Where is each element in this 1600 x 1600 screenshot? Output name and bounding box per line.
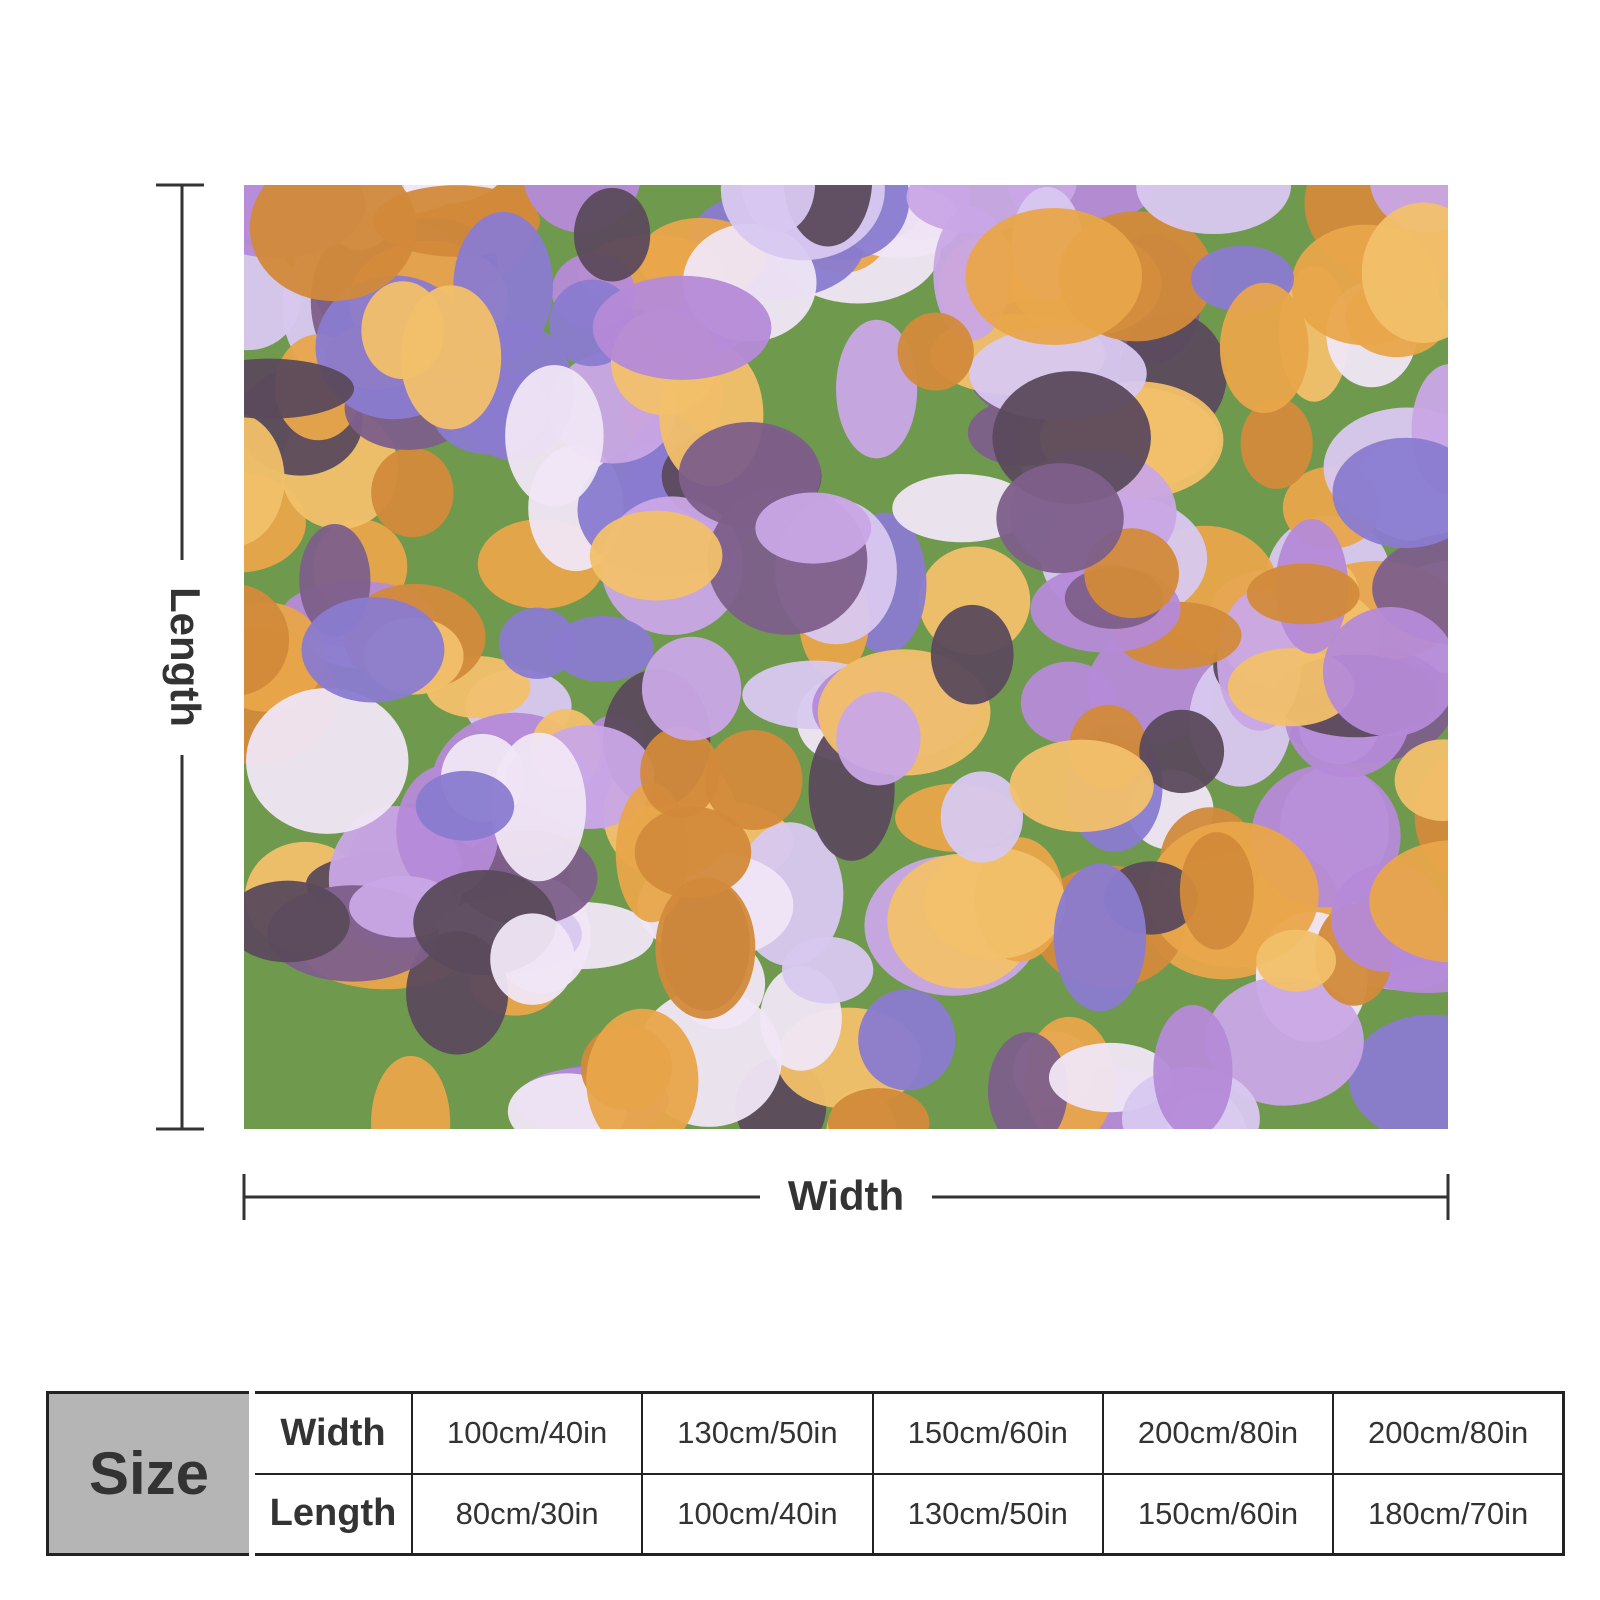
pattern-blob [1136, 185, 1292, 235]
table-cell: 80cm/30in [410, 1472, 644, 1556]
pattern-blob [1009, 739, 1154, 832]
table-cell: 200cm/80in [1101, 1391, 1335, 1475]
pattern-blob [1153, 1004, 1233, 1129]
table-row: Size Width 100cm/40in 130cm/50in 150cm/60in 2… [46, 1391, 1565, 1556]
pattern-blob [1246, 563, 1360, 625]
length-label: Length [162, 587, 209, 727]
pattern-blob [1058, 185, 1156, 219]
pattern-blob [1053, 863, 1147, 1012]
pattern-blob [641, 636, 742, 741]
pattern-blob [371, 447, 454, 538]
pattern-blob [858, 989, 956, 1091]
pattern-blob [244, 413, 285, 546]
pattern-blob [586, 1008, 699, 1129]
table-cell: 100cm/40in [641, 1472, 874, 1556]
pattern-blob [892, 474, 1032, 543]
pattern-blob [244, 584, 290, 695]
pattern-blob [1219, 282, 1309, 413]
pattern-blob [1332, 437, 1448, 549]
row-label: Length [251, 1472, 413, 1556]
pattern-blob [897, 312, 974, 391]
table-cell: 130cm/50in [641, 1391, 874, 1475]
pattern-blob [244, 358, 355, 419]
size-table-body: Size Width 100cm/40in 130cm/50in 150cm/60in 2… [46, 1391, 1565, 1556]
pattern-blob [930, 604, 1014, 705]
pattern-blob [551, 615, 655, 682]
table-cell: 150cm/60in [1101, 1472, 1335, 1556]
pattern-blob [1179, 832, 1254, 950]
row-label: Width [251, 1391, 413, 1475]
pattern-blob [836, 319, 918, 459]
pattern-blob [573, 187, 651, 282]
pattern-blob [1322, 607, 1448, 737]
pattern-blob [1205, 976, 1364, 1106]
pattern-blob [987, 1032, 1068, 1129]
table-cell: 100cm/40in [410, 1391, 644, 1475]
blanket-pattern [244, 185, 1448, 1129]
size-table: Size Width 100cm/40in 130cm/50in 150cm/60in 2… [46, 1391, 1565, 1556]
table-cell: 200cm/80in [1332, 1391, 1565, 1475]
pattern-blob [592, 275, 772, 380]
pattern-blob [371, 1055, 451, 1129]
table-title: Size [46, 1391, 255, 1556]
pattern-blob [923, 847, 1066, 960]
pattern-blob [491, 732, 587, 882]
length-dimension [156, 183, 204, 1131]
pattern-blob [640, 726, 720, 819]
pattern-blob [755, 492, 872, 564]
table-cell: 130cm/50in [871, 1472, 1104, 1556]
pattern-blob [505, 365, 604, 507]
pattern-blob [415, 770, 515, 841]
table-cell: 150cm/60in [871, 1391, 1104, 1475]
pattern-blob [655, 877, 756, 1019]
pattern-blob [828, 1088, 930, 1129]
pattern-blob [1139, 709, 1225, 794]
pattern-blob [244, 880, 350, 963]
pattern-blob [940, 771, 1024, 863]
pattern-blob [1227, 648, 1355, 727]
pattern-blob [781, 936, 874, 1004]
table-cell: 180cm/70in [1332, 1472, 1565, 1556]
pattern-blob [1348, 1014, 1448, 1129]
pattern-blob [965, 208, 1143, 345]
pattern-blob [246, 688, 409, 834]
pattern-blob [1369, 840, 1448, 963]
table-row: Length 80cm/30in 100cm/40in 130cm/50in 150cm… [48, 1472, 1565, 1556]
pattern-blob [634, 806, 752, 899]
pattern-blob [1361, 202, 1448, 344]
pattern-blob [490, 913, 575, 1005]
pattern-blob [1256, 929, 1337, 992]
pattern-blob [1240, 398, 1313, 489]
pattern-blob [704, 729, 803, 830]
pattern-blob [996, 463, 1124, 574]
width-dimension [242, 1174, 1450, 1220]
width-label: Width [788, 1172, 904, 1219]
pattern-blob [301, 597, 445, 703]
pattern-blob [249, 185, 417, 302]
product-illustration: Length Width [156, 183, 1450, 1220]
pattern-blob [741, 185, 816, 234]
pattern-blob [361, 281, 445, 380]
pattern-blob [589, 510, 723, 601]
pattern-blob [836, 691, 921, 786]
pattern-blob [1394, 739, 1448, 821]
